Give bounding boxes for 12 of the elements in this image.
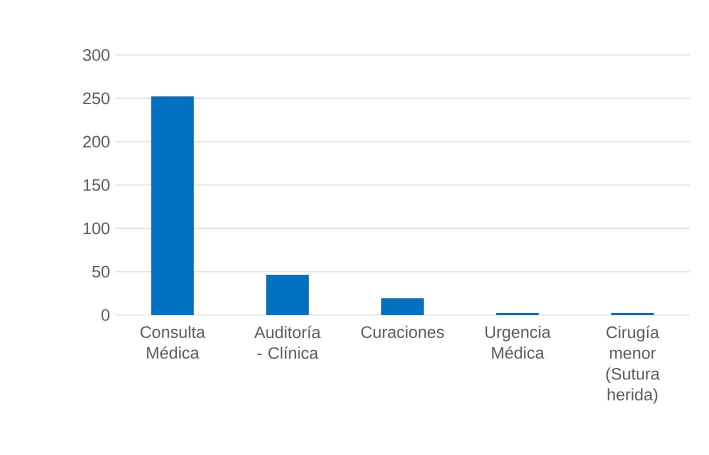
x-tick-label: Auditoría - Clínica bbox=[254, 326, 321, 359]
y-tick-label: 250 bbox=[83, 92, 110, 104]
y-tick-label: 100 bbox=[84, 222, 110, 234]
y-tick-label: 0 bbox=[102, 309, 110, 321]
y-tick-label: 50 bbox=[92, 266, 110, 278]
x-tick-label: Urgencia Médica bbox=[486, 326, 551, 359]
x-tick-label: Cirugía menor (Sutura herida) bbox=[606, 326, 660, 404]
y-tick-label: 150 bbox=[84, 179, 110, 191]
x-tick-label: Consulta Médica bbox=[140, 326, 206, 359]
y-tick-label: 300 bbox=[83, 49, 110, 61]
y-tick-label: 200 bbox=[83, 136, 110, 148]
x-tick-label: Curaciones bbox=[361, 326, 444, 338]
